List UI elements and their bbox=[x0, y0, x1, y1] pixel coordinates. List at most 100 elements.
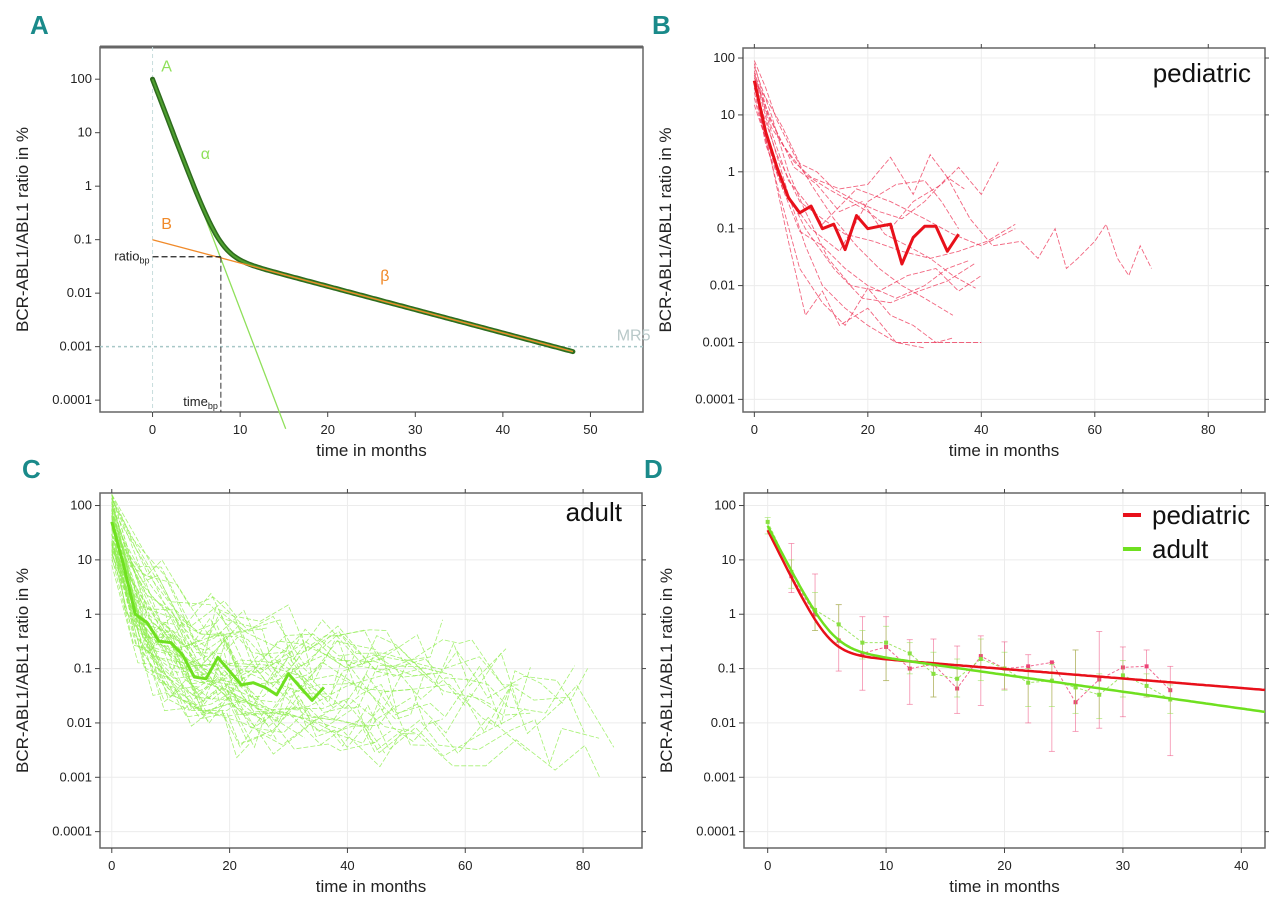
panel-b-xtick-label: 60 bbox=[1088, 422, 1102, 437]
pediatric-patient-line bbox=[753, 60, 954, 316]
panel-a-xlabel: time in months bbox=[316, 441, 427, 460]
adult-median-point bbox=[978, 657, 983, 662]
adult-patient-line bbox=[111, 494, 429, 678]
panel-d-ytick-label: 0.1 bbox=[718, 661, 736, 676]
adult-median-line bbox=[110, 521, 326, 702]
pediatric-median-point bbox=[1026, 664, 1031, 669]
adult-patient-line bbox=[111, 515, 277, 740]
panel-c-xlabel: time in months bbox=[316, 877, 427, 896]
panel-a-frame bbox=[99, 46, 644, 413]
panel-c-ytick-label: 0.001 bbox=[59, 769, 92, 784]
adult-median-point bbox=[860, 640, 865, 645]
legend-label-adult: adult bbox=[1152, 534, 1209, 564]
adult-patient-line bbox=[111, 533, 266, 721]
adult-patient-line bbox=[111, 529, 615, 748]
annotation-b: B bbox=[161, 216, 172, 233]
panel-d-ytick-label: 10 bbox=[722, 552, 736, 567]
panel-c-ytick-label: 10 bbox=[78, 552, 92, 567]
panel-c-ytick-label: 0.0001 bbox=[52, 824, 92, 839]
panel-a-ytick-label: 100 bbox=[70, 71, 92, 86]
adult-median-point bbox=[931, 671, 936, 676]
panel-label-a: A bbox=[30, 10, 49, 40]
panel-d-xtick-label: 20 bbox=[997, 858, 1011, 873]
adult-patient-line bbox=[111, 512, 444, 737]
adult-patient-line bbox=[111, 527, 357, 708]
panel-label-c: C bbox=[22, 454, 41, 484]
panel-d-xtick-label: 10 bbox=[879, 858, 893, 873]
panel-c-ytick-label: 0.1 bbox=[74, 661, 92, 676]
adult-median-dotted-line bbox=[767, 521, 1171, 700]
adult-patient-line bbox=[111, 539, 425, 720]
adult-median-point bbox=[955, 676, 960, 681]
panel-a-ytick-label: 0.1 bbox=[74, 232, 92, 247]
panel-b-xtick-label: 40 bbox=[974, 422, 988, 437]
panel-d-xlabel: time in months bbox=[949, 877, 1060, 896]
adult-patient-line bbox=[111, 515, 261, 715]
panel-c-xtick-label: 80 bbox=[576, 858, 590, 873]
ratio-bp-label: ratiobp bbox=[114, 249, 149, 266]
panel-a-ytick-label: 0.001 bbox=[59, 339, 92, 354]
pediatric-median-line bbox=[752, 80, 960, 266]
annotation-mr5: MR5 bbox=[617, 328, 651, 345]
panel-d-xtick-label: 40 bbox=[1234, 858, 1248, 873]
adult-patient-line bbox=[111, 494, 354, 665]
biphasic-curve-highlight bbox=[151, 78, 574, 353]
panel-b-chart: 100 10 1 0.1 0.01 0.001 0.0001 0 20 40 60 80 time in… bbox=[656, 44, 1269, 460]
adult-patient-line bbox=[111, 519, 564, 726]
panel-c-xtick-label: 0 bbox=[108, 858, 115, 873]
panel-a-ytick-label: 1 bbox=[85, 178, 92, 193]
adult-fit-curve bbox=[766, 525, 1266, 714]
adult-median-point bbox=[1144, 683, 1149, 688]
pediatric-patient-line bbox=[753, 104, 959, 252]
panel-b-xtick-label: 0 bbox=[751, 422, 758, 437]
adult-patient-line bbox=[111, 564, 415, 768]
panel-b-xtick-label: 20 bbox=[861, 422, 875, 437]
adult-median-point bbox=[1026, 680, 1031, 685]
adult-patient-line bbox=[111, 518, 507, 687]
adult-patient-line bbox=[111, 543, 308, 729]
pediatric-patient-line bbox=[753, 77, 976, 289]
legend-label-pediatric: pediatric bbox=[1152, 500, 1250, 530]
panel-d-chart: 100 10 1 0.1 0.01 0.001 0.0001 0 10 20 30 40 time in… bbox=[657, 489, 1269, 896]
time-bp-label: timebp bbox=[183, 394, 218, 411]
pediatric-patient-line bbox=[753, 66, 982, 292]
panel-a-xtick-label: 0 bbox=[149, 422, 156, 437]
panel-b-xlabel: time in months bbox=[949, 441, 1060, 460]
panel-label-b: B bbox=[652, 10, 671, 40]
panel-c-ytick-label: 100 bbox=[70, 498, 92, 513]
panel-a-chart: 100 10 1 0.1 0.01 0.001 0.0001 0 10 20 30 40 50 time … bbox=[13, 45, 651, 460]
panel-a-xtick-label: 30 bbox=[408, 422, 422, 437]
pediatric-median-point bbox=[1049, 660, 1054, 665]
panel-d-ytick-label: 0.0001 bbox=[696, 824, 736, 839]
adult-patient-line bbox=[111, 546, 325, 720]
adult-patient-line bbox=[111, 534, 588, 702]
adult-patient-line bbox=[111, 524, 521, 686]
pediatric-patient-line bbox=[753, 87, 1016, 259]
panel-c-xtick-label: 20 bbox=[222, 858, 236, 873]
adult-patient-line bbox=[111, 502, 531, 708]
panel-d-ytick-label: 0.001 bbox=[703, 769, 736, 784]
adult-median-point bbox=[1097, 692, 1102, 697]
inset-title-pediatric: pediatric bbox=[1153, 58, 1251, 88]
panel-a-ytick-label: 10 bbox=[78, 125, 92, 140]
pediatric-patient-line bbox=[753, 83, 971, 299]
adult-patient-line bbox=[111, 542, 600, 766]
ratio-bp-subscript: bp bbox=[140, 256, 150, 266]
panel-c-xtick-label: 40 bbox=[340, 858, 354, 873]
adult-patient-line bbox=[111, 554, 411, 744]
pediatric-fit-curve bbox=[766, 529, 1266, 692]
adult-patient-line bbox=[111, 508, 506, 690]
panel-b-ytick-label: 0.1 bbox=[717, 221, 735, 236]
adult-patient-line bbox=[111, 505, 402, 731]
adult-patient-line bbox=[111, 544, 210, 723]
biphasic-curve bbox=[150, 76, 576, 355]
panel-c-xtick-label: 60 bbox=[458, 858, 472, 873]
adult-patient-line bbox=[111, 497, 443, 669]
adult-median-point bbox=[765, 519, 770, 524]
pediatric-patient-line bbox=[753, 74, 982, 343]
panel-c-ylabel: BCR-ABL1/ABL1 ratio in % bbox=[13, 568, 32, 773]
panel-b-ytick-label: 1 bbox=[728, 164, 735, 179]
panel-b-ytick-label: 0.0001 bbox=[695, 391, 735, 406]
annotation-a: A bbox=[161, 58, 172, 75]
adult-patient-line bbox=[111, 550, 238, 703]
